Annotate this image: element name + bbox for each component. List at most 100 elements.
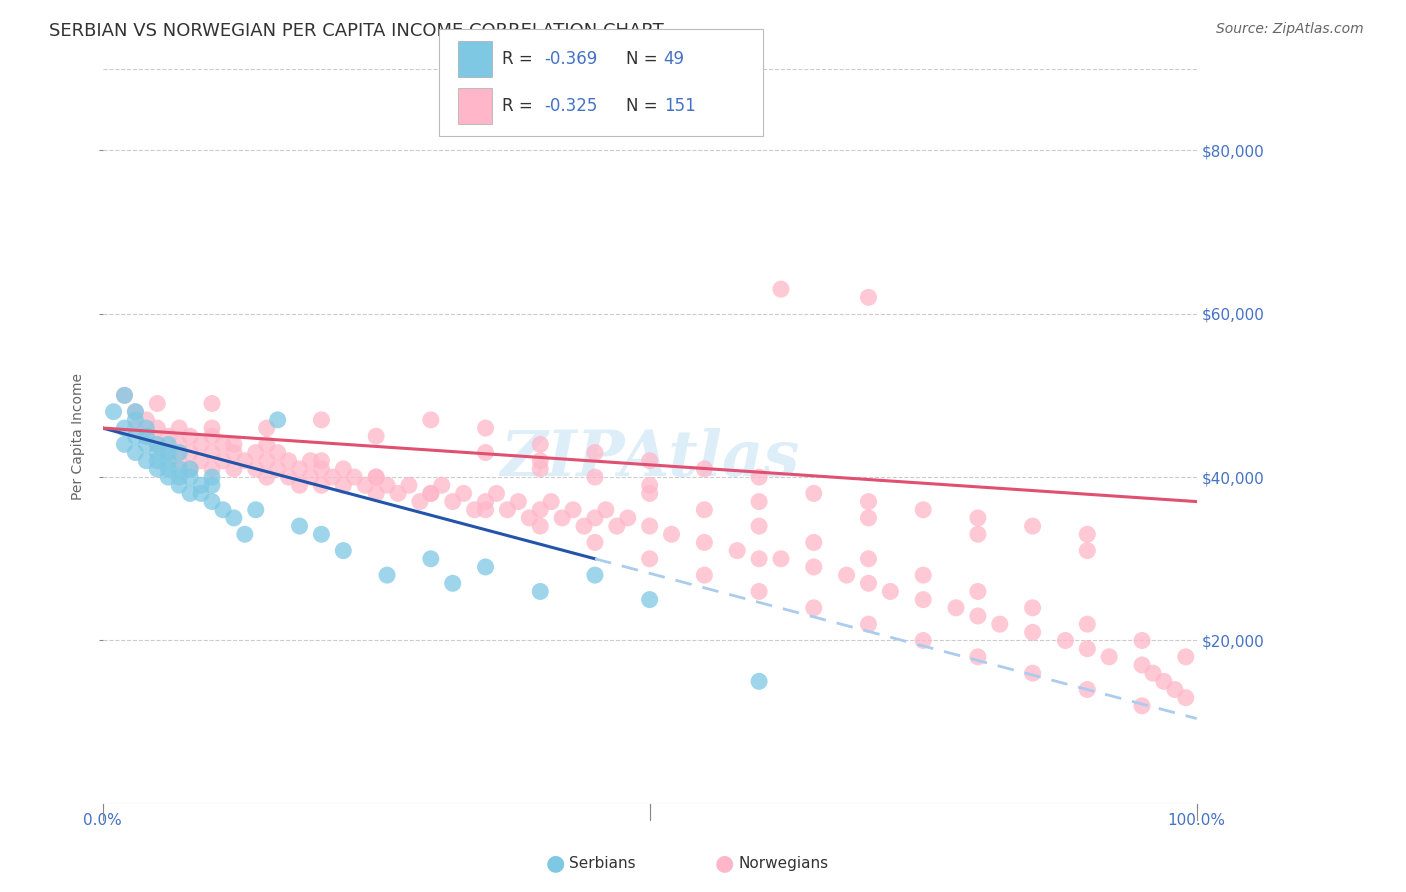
Point xyxy=(179,470,201,484)
Point xyxy=(638,519,661,533)
Point xyxy=(725,543,748,558)
Point xyxy=(496,502,519,516)
Point xyxy=(114,421,136,435)
Point xyxy=(638,454,661,468)
Point xyxy=(638,551,661,566)
Point xyxy=(693,535,716,549)
Point xyxy=(233,454,256,468)
Point xyxy=(146,421,169,435)
Point xyxy=(167,478,190,492)
Point xyxy=(693,568,716,582)
Point xyxy=(135,421,157,435)
Point xyxy=(529,584,551,599)
Point xyxy=(135,437,157,451)
Point xyxy=(277,454,299,468)
Point xyxy=(157,437,180,451)
Point xyxy=(146,396,169,410)
Point xyxy=(167,437,190,451)
Point xyxy=(1054,633,1077,648)
Point xyxy=(912,633,935,648)
Point xyxy=(222,462,245,476)
Point xyxy=(803,600,825,615)
Point xyxy=(1098,649,1121,664)
Point xyxy=(858,576,880,591)
Point xyxy=(1164,682,1187,697)
Point xyxy=(146,445,169,459)
Point xyxy=(529,462,551,476)
Point xyxy=(366,429,388,443)
Text: N =: N = xyxy=(626,97,662,115)
Point xyxy=(1153,674,1175,689)
Point xyxy=(135,429,157,443)
Point xyxy=(157,445,180,459)
Point xyxy=(288,462,311,476)
Point xyxy=(441,576,464,591)
Point xyxy=(638,486,661,500)
Point xyxy=(661,527,683,541)
Point xyxy=(179,429,201,443)
Point xyxy=(1076,641,1098,656)
Point xyxy=(748,470,770,484)
Point xyxy=(190,486,212,500)
Point xyxy=(332,462,354,476)
Point xyxy=(551,511,574,525)
Point xyxy=(222,437,245,451)
Text: ●: ● xyxy=(546,854,565,873)
Point xyxy=(967,527,990,541)
Point xyxy=(912,592,935,607)
Point xyxy=(748,551,770,566)
Point xyxy=(419,486,441,500)
Point xyxy=(245,502,267,516)
Point xyxy=(858,290,880,304)
Point xyxy=(638,478,661,492)
Point xyxy=(124,421,146,435)
Point xyxy=(562,502,585,516)
Point xyxy=(157,445,180,459)
Point xyxy=(212,454,235,468)
Point xyxy=(419,413,441,427)
Point xyxy=(311,454,333,468)
Point xyxy=(1076,617,1098,632)
Point xyxy=(1021,600,1043,615)
Point xyxy=(693,502,716,516)
Point xyxy=(366,470,388,484)
Point xyxy=(398,478,420,492)
Point xyxy=(693,462,716,476)
Point xyxy=(201,396,224,410)
Point xyxy=(748,674,770,689)
Point xyxy=(135,454,157,468)
Text: SERBIAN VS NORWEGIAN PER CAPITA INCOME CORRELATION CHART: SERBIAN VS NORWEGIAN PER CAPITA INCOME C… xyxy=(49,22,664,40)
Point xyxy=(967,609,990,624)
Point xyxy=(464,502,486,516)
Point xyxy=(146,437,169,451)
Point xyxy=(212,437,235,451)
Text: N =: N = xyxy=(626,50,662,68)
Point xyxy=(190,454,212,468)
Point xyxy=(146,454,169,468)
Point xyxy=(419,551,441,566)
Point xyxy=(157,429,180,443)
Point xyxy=(529,519,551,533)
Point xyxy=(167,462,190,476)
Point xyxy=(277,470,299,484)
Point xyxy=(124,429,146,443)
Point xyxy=(803,560,825,574)
Point xyxy=(583,445,606,459)
Point xyxy=(299,470,322,484)
Point xyxy=(945,600,967,615)
Point xyxy=(222,445,245,459)
Text: ZIPAtlas: ZIPAtlas xyxy=(501,427,800,489)
Point xyxy=(288,519,311,533)
Point xyxy=(190,478,212,492)
Point xyxy=(912,568,935,582)
Point xyxy=(1130,633,1153,648)
Point xyxy=(179,462,201,476)
Point xyxy=(387,486,409,500)
Point xyxy=(583,470,606,484)
Point xyxy=(912,502,935,516)
Point xyxy=(419,486,441,500)
Point xyxy=(583,568,606,582)
Point xyxy=(453,486,475,500)
Point xyxy=(103,405,125,419)
Point xyxy=(179,486,201,500)
